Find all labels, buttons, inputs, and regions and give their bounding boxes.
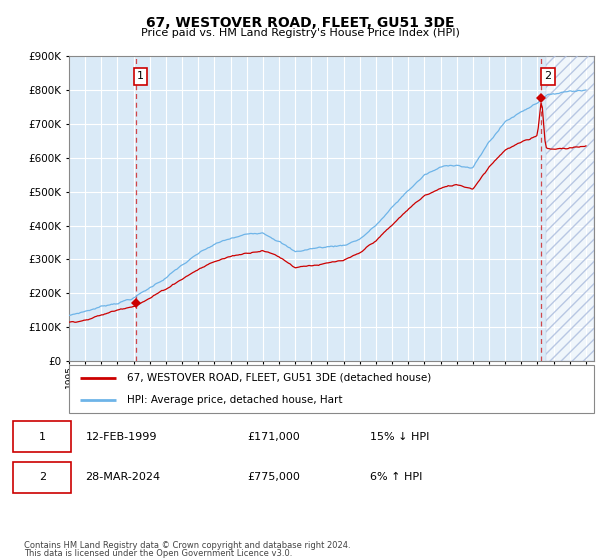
Text: 6% ↑ HPI: 6% ↑ HPI bbox=[370, 473, 422, 482]
Bar bbox=[545, 56, 594, 361]
Text: Price paid vs. HM Land Registry's House Price Index (HPI): Price paid vs. HM Land Registry's House … bbox=[140, 28, 460, 38]
Text: 67, WESTOVER ROAD, FLEET, GU51 3DE (detached house): 67, WESTOVER ROAD, FLEET, GU51 3DE (deta… bbox=[127, 373, 431, 383]
Text: Contains HM Land Registry data © Crown copyright and database right 2024.: Contains HM Land Registry data © Crown c… bbox=[24, 541, 350, 550]
Text: 12-FEB-1999: 12-FEB-1999 bbox=[85, 432, 157, 441]
Text: This data is licensed under the Open Government Licence v3.0.: This data is licensed under the Open Gov… bbox=[24, 549, 292, 558]
Text: £171,000: £171,000 bbox=[247, 432, 300, 441]
FancyBboxPatch shape bbox=[13, 421, 71, 452]
Bar bbox=[545, 56, 594, 361]
Text: 2: 2 bbox=[544, 71, 551, 81]
Text: HPI: Average price, detached house, Hart: HPI: Average price, detached house, Hart bbox=[127, 395, 342, 405]
Text: 67, WESTOVER ROAD, FLEET, GU51 3DE: 67, WESTOVER ROAD, FLEET, GU51 3DE bbox=[146, 16, 454, 30]
Text: 15% ↓ HPI: 15% ↓ HPI bbox=[370, 432, 430, 441]
FancyBboxPatch shape bbox=[13, 462, 71, 493]
Text: 28-MAR-2024: 28-MAR-2024 bbox=[85, 473, 161, 482]
Text: 2: 2 bbox=[39, 473, 46, 482]
Text: 1: 1 bbox=[137, 71, 144, 81]
Text: £775,000: £775,000 bbox=[247, 473, 300, 482]
FancyBboxPatch shape bbox=[69, 365, 594, 413]
Text: 1: 1 bbox=[39, 432, 46, 441]
